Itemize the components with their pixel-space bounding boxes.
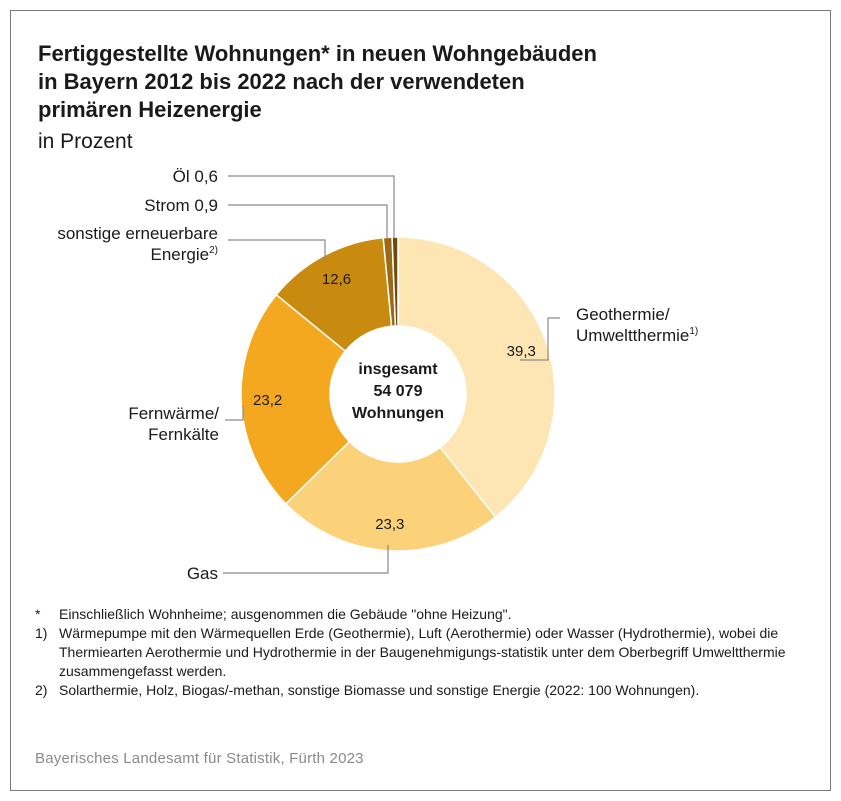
slice-value-label: 12,6 (322, 271, 351, 288)
slice-gas (284, 440, 497, 552)
center-label-line: Wohnungen (352, 405, 444, 422)
slice-label-gas: Gas (187, 564, 218, 583)
footnote-mark: 2) (35, 682, 48, 698)
slice-label-sonstige: Energie2) (150, 245, 218, 264)
title-line-1: Fertiggestellte Wohnungen* in neuen Wohn… (38, 41, 597, 66)
footnote-asterisk: * Einschließlich Wohnheime; ausgenommen … (35, 605, 815, 624)
leader-line-sonstige (228, 239, 326, 262)
slice-fernwaerme-fernkaelte (240, 293, 351, 505)
footnote-text: Einschließlich Wohnheime; ausgenommen di… (59, 606, 512, 622)
slice-value-label: 39,3 (507, 343, 536, 360)
slice-label-oel: Öl 0,6 (173, 167, 218, 186)
center-label-line: 54 079 (374, 383, 423, 400)
title-line-3: primären Heizenergie (38, 97, 262, 122)
slice-value-label: 23,2 (253, 392, 282, 409)
slice-label-geothermie: Geothermie/ (576, 305, 670, 324)
center-label-line: insgesamt (358, 361, 438, 378)
slice-label-fernwaerme: Fernkälte (148, 425, 219, 444)
source-note: Bayerisches Landesamt für Statistik, Für… (35, 750, 364, 767)
leader-line-gas (223, 545, 389, 574)
chart-frame (10, 10, 831, 791)
leader-line-strom (228, 204, 388, 238)
leader-line-oel (228, 175, 395, 238)
footnote-mark: 1) (35, 625, 48, 641)
slice-geothermie-umweltthermie (397, 236, 556, 519)
slice-value-label: 23,3 (375, 516, 404, 533)
chart-title: Fertiggestellte Wohnungen* in neuen Wohn… (38, 40, 597, 124)
chart-subtitle: in Prozent (38, 130, 133, 153)
footnote-text: Wärmepumpe mit den Wärmequellen Erde (Ge… (59, 625, 786, 679)
footnote-text: Solarthermie, Holz, Biogas/-methan, sons… (59, 682, 700, 698)
slice-label-geothermie: Umweltthermie1) (576, 326, 698, 345)
footnote-mark: * (35, 606, 41, 622)
slice-label-strom: Strom 0,9 (144, 196, 218, 215)
footnote-1: 1) Wärmepumpe mit den Wärmequellen Erde … (35, 624, 815, 681)
title-line-2: in Bayern 2012 bis 2022 nach der verwend… (38, 69, 525, 94)
footnote-2: 2) Solarthermie, Holz, Biogas/-methan, s… (35, 681, 815, 700)
slice-label-sonstige: sonstige erneuerbare (57, 224, 218, 243)
slice-label-fernwaerme: Fernwärme/ (128, 404, 219, 423)
leader-line-fernwaerme (225, 405, 244, 421)
footnotes: * Einschließlich Wohnheime; ausgenommen … (35, 605, 815, 700)
leader-line-geothermie (520, 317, 560, 361)
